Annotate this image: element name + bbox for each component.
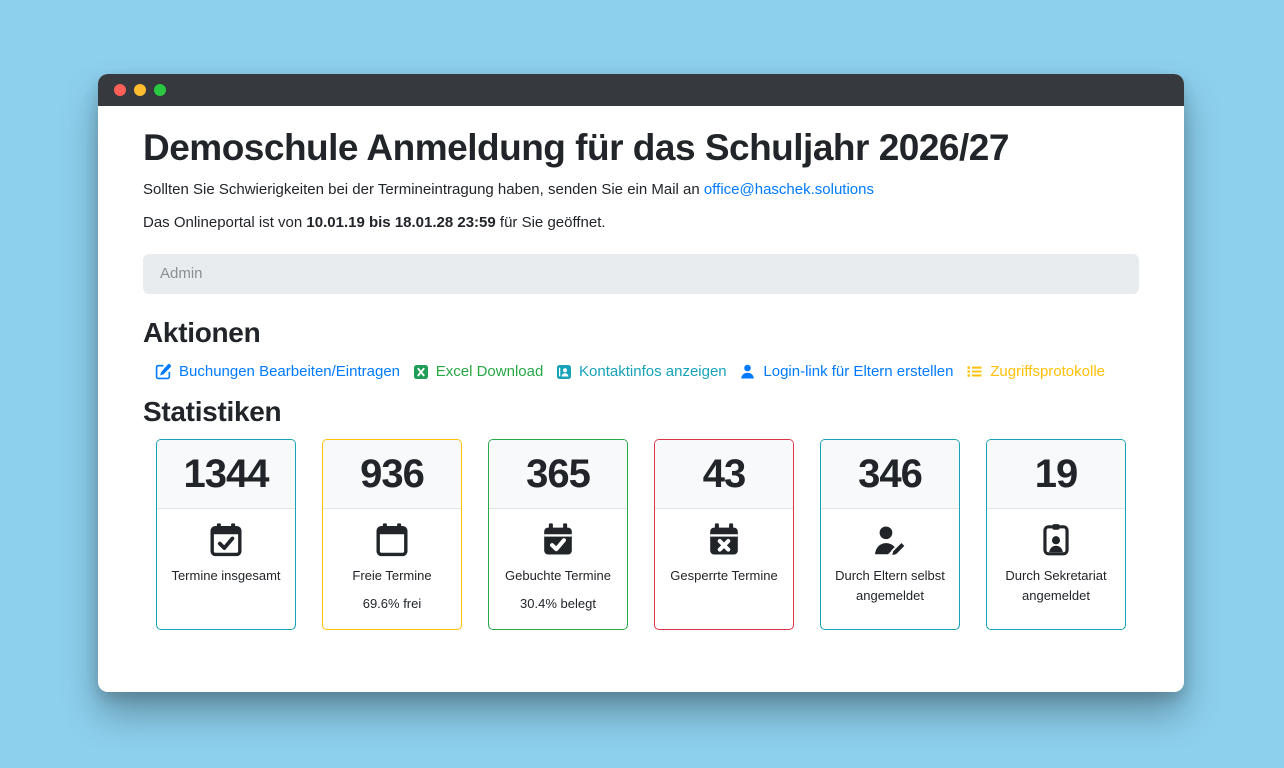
stat-label: Durch Eltern selbst angemeldet	[835, 568, 945, 604]
stat-value: 365	[526, 451, 591, 496]
portal-suffix: für Sie geöffnet.	[499, 214, 606, 232]
page-content: Demoschule Anmeldung für das Schuljahr 2…	[98, 106, 1184, 692]
stat-card-termine-insgesamt: 1344 Termine insgesamt	[156, 439, 296, 631]
action-edit-bookings[interactable]: Buchungen Bearbeiten/Eintragen	[155, 363, 400, 380]
stat-value: 1344	[183, 451, 270, 496]
close-button[interactable]	[114, 84, 126, 96]
stat-sublabel: 30.4% belegt	[520, 596, 596, 612]
action-access-logs[interactable]: Zugriffsprotokolle	[966, 363, 1105, 380]
stat-value: 346	[858, 451, 923, 496]
list-icon	[966, 363, 983, 380]
window-titlebar	[98, 74, 1184, 106]
stat-label: Durch Sekretariat angemeldet	[1005, 568, 1107, 604]
action-label: Kontaktinfos anzeigen	[579, 363, 727, 381]
person-badge-icon	[1039, 523, 1073, 557]
pencil-square-icon	[155, 363, 172, 380]
stat-value: 43	[702, 451, 746, 496]
calendar-check-fill-icon	[541, 523, 575, 557]
actions-heading: Aktionen	[143, 316, 261, 348]
calendar-icon	[375, 523, 409, 557]
action-label: Excel Download	[435, 363, 544, 381]
action-label: Login-link für Eltern erstellen	[763, 363, 954, 381]
admin-field: Admin	[143, 253, 1139, 294]
portal-prefix: Das Onlineportal ist von	[143, 214, 303, 232]
actions-row: Buchungen Bearbeiten/Eintragen Excel Dow…	[143, 363, 1139, 380]
stat-card-freie-termine: 936 Freie Termine 69.6% frei	[322, 439, 462, 631]
browser-window: Demoschule Anmeldung für das Schuljahr 2…	[98, 74, 1184, 692]
action-create-parent-login-link[interactable]: Login-link für Eltern erstellen	[739, 363, 953, 380]
portal-hours-text: Das Onlineportal ist von 10.01.19 bis 18…	[143, 214, 1139, 233]
stat-value: 19	[1034, 451, 1078, 496]
action-show-contact-info[interactable]: Kontaktinfos anzeigen	[556, 363, 727, 380]
intro-text: Sollten Sie Schwierigkeiten bei der Term…	[143, 181, 1139, 200]
stat-card-durch-sekretariat-angemeldet: 19 Durch Sekretariat angemeldet	[986, 439, 1126, 631]
zoom-button[interactable]	[154, 84, 166, 96]
calendar-x-fill-icon	[707, 523, 741, 557]
stat-value: 936	[360, 451, 425, 496]
statistics-cards-row: 1344 Termine insgesamt 936	[143, 439, 1139, 631]
action-label: Zugriffsprotokolle	[990, 363, 1105, 381]
stat-label: Gesperrte Termine	[670, 568, 778, 584]
page-title: Demoschule Anmeldung für das Schuljahr 2…	[143, 127, 1009, 168]
stat-card-durch-eltern-angemeldet: 346 Durch Eltern selbst angemeldet	[820, 439, 960, 631]
minimize-button[interactable]	[134, 84, 146, 96]
stat-sublabel: 69.6% frei	[362, 596, 422, 612]
person-edit-icon	[872, 523, 908, 558]
contact-card-icon	[556, 364, 572, 380]
stat-label: Freie Termine	[352, 568, 432, 584]
action-label: Buchungen Bearbeiten/Eintragen	[179, 363, 401, 381]
stat-card-gebuchte-termine: 365 Gebuchte Termine 30.4% belegt	[488, 439, 628, 631]
intro-text-body: Sollten Sie Schwierigkeiten bei der Term…	[143, 181, 700, 199]
support-email-link[interactable]: office@haschek.solutions	[703, 181, 874, 199]
stat-label: Termine insgesamt	[171, 568, 281, 584]
excel-file-icon	[413, 364, 429, 380]
statistics-heading: Statistiken	[143, 396, 282, 428]
person-icon	[739, 363, 756, 380]
stat-label: Gebuchte Termine	[505, 568, 611, 584]
calendar-check-icon	[209, 523, 243, 557]
action-excel-download[interactable]: Excel Download	[413, 363, 544, 381]
stat-card-gesperrte-termine: 43 Gesperrte Termine	[654, 439, 794, 631]
portal-dates: 10.01.19 bis 18.01.28 23:59	[306, 214, 496, 232]
